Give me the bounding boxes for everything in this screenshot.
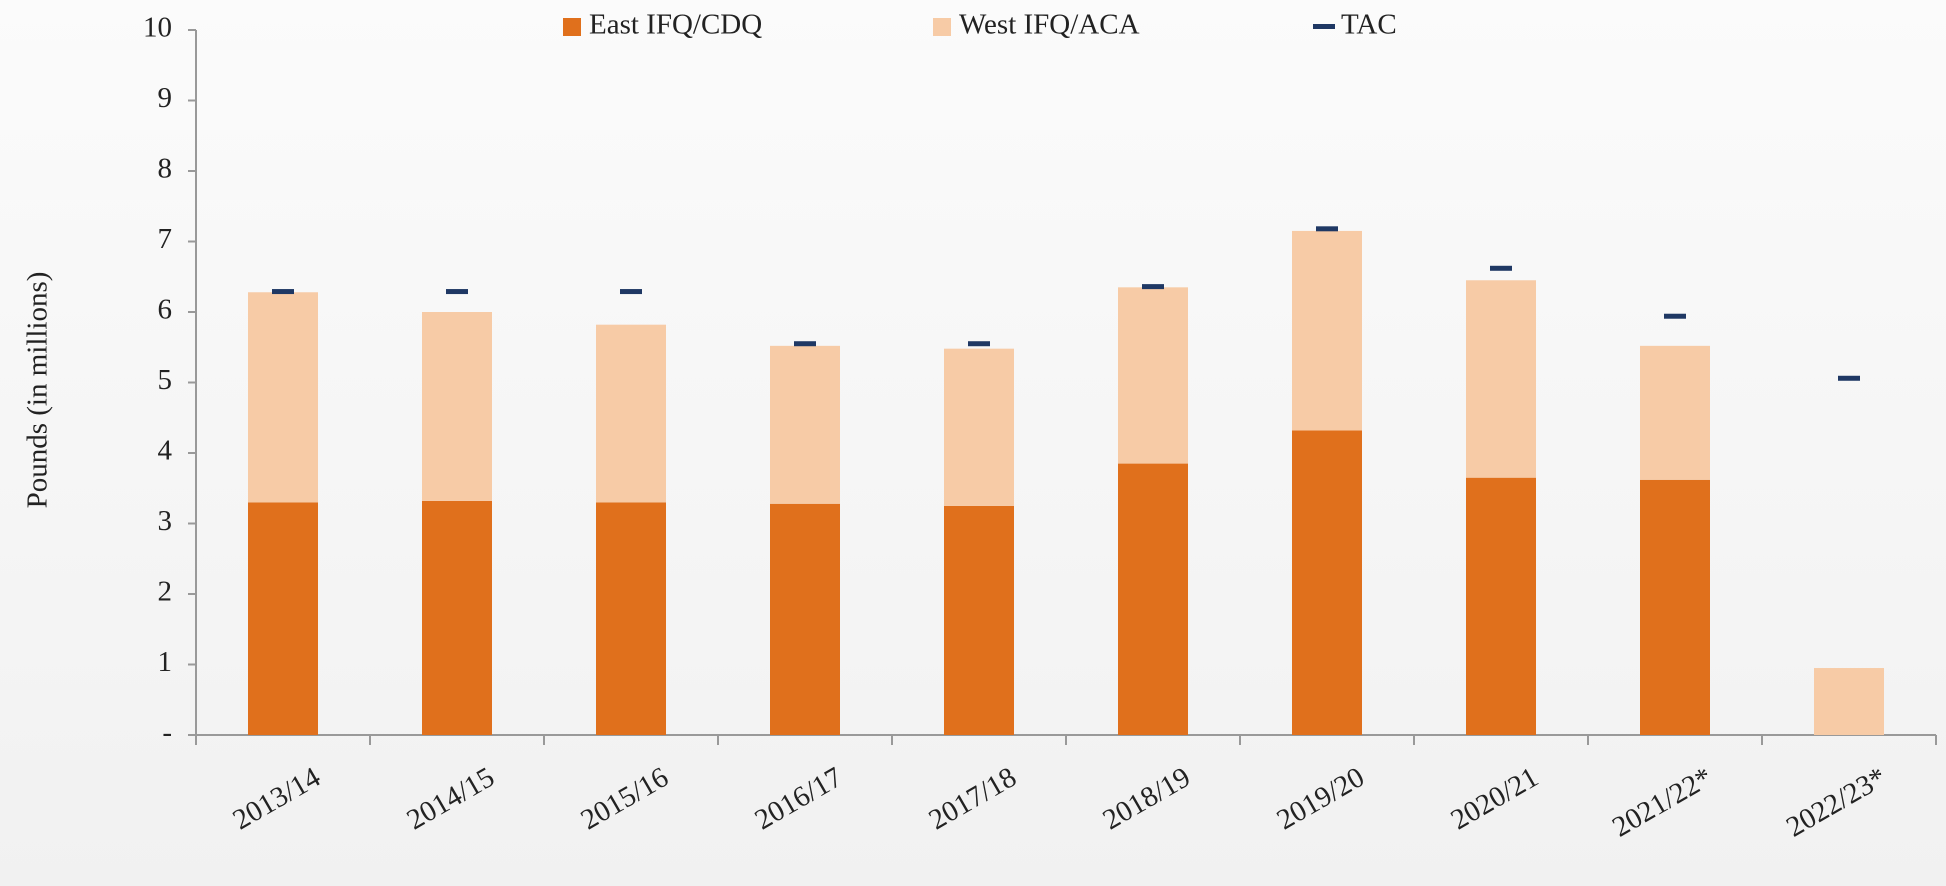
bar-segment: [422, 500, 492, 735]
bar-segment: [1466, 280, 1536, 478]
bar-segment: [1814, 668, 1884, 735]
x-tick-label: 2019/20: [1272, 761, 1370, 836]
x-tick-label: 2013/14: [228, 761, 327, 836]
tac-marker: [1838, 375, 1860, 381]
y-tick-label: 10: [143, 12, 172, 44]
legend-label: West IFQ/ACA: [959, 9, 1140, 41]
tac-marker: [794, 341, 816, 347]
bar-segment: [248, 292, 318, 503]
y-tick-label: -: [162, 717, 172, 749]
bar-segment: [1466, 477, 1536, 735]
y-tick-label: 8: [158, 153, 173, 185]
tac-marker: [1142, 284, 1164, 290]
bar-segment: [944, 505, 1014, 735]
y-tick-label: 1: [158, 646, 173, 678]
x-tick-label: 2015/16: [576, 761, 674, 836]
x-tick-label: 2020/21: [1446, 761, 1544, 836]
x-tick-label: 2022/23*: [1781, 761, 1892, 843]
tac-marker: [272, 289, 294, 295]
y-tick-label: 7: [158, 223, 173, 255]
y-tick-label: 3: [158, 505, 173, 537]
bar-segment: [1118, 463, 1188, 735]
y-tick-label: 2: [158, 576, 173, 608]
tac-marker: [1316, 226, 1338, 232]
y-axis-label: Pounds (in millions): [22, 272, 54, 509]
x-tick-label: 2016/17: [750, 761, 848, 836]
bar-segment: [1640, 479, 1710, 735]
legend-label: TAC: [1341, 9, 1397, 41]
bar-segment: [944, 348, 1014, 506]
legend-label: East IFQ/CDQ: [589, 9, 762, 41]
bar-segment: [596, 502, 666, 735]
legend-swatch: [563, 18, 581, 36]
bar-segment: [422, 312, 492, 501]
legend-swatch: [1313, 24, 1335, 29]
legend-swatch: [933, 18, 951, 36]
bar-segment: [770, 345, 840, 504]
bar-segment: [1292, 230, 1362, 431]
bar-segment: [596, 324, 666, 503]
y-tick-label: 6: [158, 294, 173, 326]
x-tick-label: 2014/15: [402, 761, 500, 836]
tac-marker: [446, 289, 468, 295]
bar-segment: [248, 502, 318, 735]
bar-segment: [1118, 287, 1188, 464]
tac-marker: [620, 289, 642, 295]
x-tick-label: 2021/22*: [1607, 761, 1718, 843]
bar-segment: [1292, 430, 1362, 735]
tac-marker: [1664, 313, 1686, 319]
x-tick-label: 2018/19: [1098, 761, 1196, 836]
x-tick-label: 2017/18: [924, 761, 1022, 836]
tac-marker: [1490, 265, 1512, 271]
y-tick-label: 4: [158, 435, 173, 467]
bar-segment: [1640, 345, 1710, 480]
bar-segment: [770, 503, 840, 735]
y-tick-label: 5: [158, 364, 173, 396]
y-tick-label: 9: [158, 82, 173, 114]
tac-marker: [968, 341, 990, 347]
